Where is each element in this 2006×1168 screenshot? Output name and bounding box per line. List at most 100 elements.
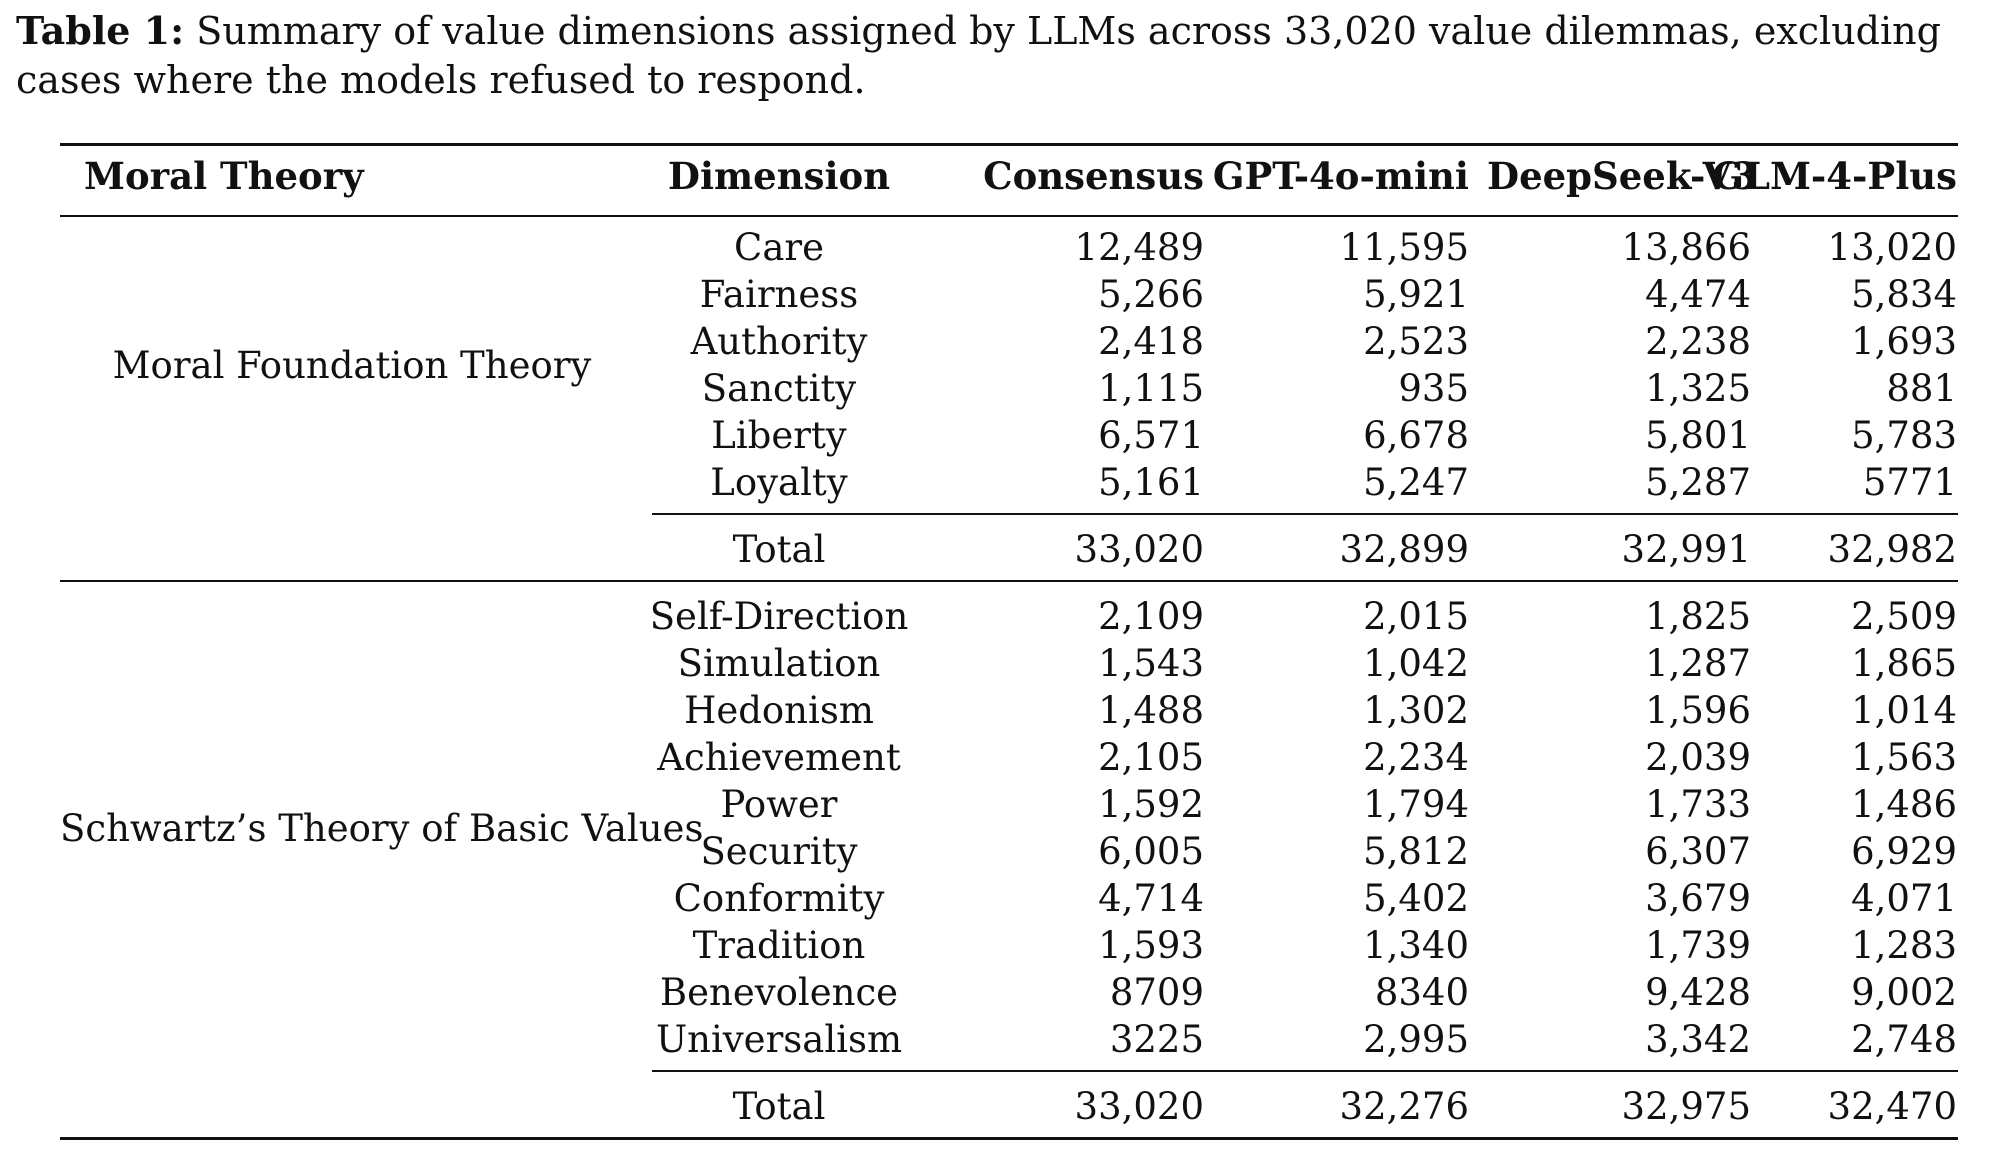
dimension-cell: Conformity — [673, 877, 885, 920]
caption-label: Table 1: — [16, 8, 185, 53]
value-cell: 3225 — [1109, 1018, 1204, 1061]
value-cell: 13,020 — [1827, 226, 1957, 269]
value-cell: 2,748 — [1851, 1018, 1957, 1061]
header-glm-4-plus: GLM-4-Plus — [1712, 154, 1957, 198]
total-label: Total — [732, 1085, 826, 1128]
table-top-rule — [60, 143, 1958, 146]
value-cell: 1,287 — [1645, 642, 1751, 685]
value-cell: 5,801 — [1645, 414, 1751, 457]
value-cell: 1,486 — [1851, 783, 1957, 826]
value-cell: 8340 — [1374, 971, 1469, 1014]
value-cell: 1,488 — [1098, 689, 1204, 732]
value-cell: 12,489 — [1074, 226, 1204, 269]
value-cell: 1,014 — [1851, 689, 1957, 732]
value-cell: 1,042 — [1363, 642, 1469, 685]
group-rule — [60, 580, 1958, 582]
dimension-cell: Fairness — [699, 273, 859, 316]
value-cell: 4,714 — [1098, 877, 1204, 920]
value-cell: 2,238 — [1645, 320, 1751, 363]
header-rule — [60, 215, 1958, 217]
subtotal-rule — [652, 1070, 1958, 1072]
value-cell: 5,161 — [1098, 461, 1204, 504]
total-label: Total — [732, 528, 826, 571]
total-value: 32,276 — [1339, 1085, 1469, 1128]
header-moral-theory: Moral Theory — [84, 154, 364, 198]
theory-label: Moral Foundation Theory — [112, 344, 592, 387]
value-cell: 8709 — [1109, 971, 1204, 1014]
value-cell: 5,921 — [1363, 273, 1469, 316]
value-cell: 2,509 — [1851, 595, 1957, 638]
value-cell: 1,693 — [1851, 320, 1957, 363]
value-cell: 1,794 — [1363, 783, 1469, 826]
dimension-cell: Liberty — [711, 414, 847, 457]
value-cell: 1,825 — [1645, 595, 1751, 638]
value-cell: 11,595 — [1339, 226, 1469, 269]
total-value: 32,991 — [1621, 528, 1751, 571]
dimension-cell: Achievement — [657, 736, 901, 779]
value-cell: 4,071 — [1851, 877, 1957, 920]
dimension-cell: Tradition — [692, 924, 866, 967]
dimension-cell: Authority — [690, 320, 868, 363]
value-cell: 5,834 — [1851, 273, 1957, 316]
value-cell: 6,929 — [1851, 830, 1957, 873]
theory-label: Schwartz’s Theory of Basic Values — [60, 807, 704, 850]
value-cell: 1,563 — [1851, 736, 1957, 779]
dimension-cell: Hedonism — [684, 689, 874, 732]
value-cell: 935 — [1398, 367, 1469, 410]
value-cell: 6,005 — [1098, 830, 1204, 873]
total-value: 32,975 — [1621, 1085, 1751, 1128]
value-cell: 9,428 — [1645, 971, 1751, 1014]
dimension-cell: Care — [734, 226, 824, 269]
value-cell: 5,402 — [1363, 877, 1469, 920]
dimension-cell: Power — [720, 783, 838, 826]
header-dimension: Dimension — [667, 154, 891, 198]
dimension-cell: Sanctity — [701, 367, 857, 410]
header-consensus: Consensus — [983, 154, 1204, 198]
total-value: 32,982 — [1827, 528, 1957, 571]
value-cell: 9,002 — [1851, 971, 1957, 1014]
value-cell: 3,342 — [1645, 1018, 1751, 1061]
value-cell: 1,596 — [1645, 689, 1751, 732]
value-cell: 2,039 — [1645, 736, 1751, 779]
dimension-cell: Benevolence — [659, 971, 899, 1014]
value-cell: 1,543 — [1098, 642, 1204, 685]
value-cell: 1,325 — [1645, 367, 1751, 410]
value-cell: 5771 — [1862, 461, 1957, 504]
value-cell: 3,679 — [1645, 877, 1751, 920]
value-cell: 5,783 — [1851, 414, 1957, 457]
value-cell: 2,105 — [1098, 736, 1204, 779]
total-value: 32,899 — [1339, 528, 1469, 571]
value-cell: 5,287 — [1645, 461, 1751, 504]
value-cell: 881 — [1886, 367, 1957, 410]
dimension-cell: Loyalty — [710, 461, 848, 504]
dimension-cell: Simulation — [677, 642, 881, 685]
value-cell: 5,266 — [1098, 273, 1204, 316]
value-cell: 1,592 — [1098, 783, 1204, 826]
table-bottom-rule — [60, 1137, 1958, 1140]
value-cell: 1,115 — [1098, 367, 1204, 410]
value-cell: 1,340 — [1363, 924, 1469, 967]
table-caption: Table 1: Summary of value dimensions ass… — [16, 6, 1996, 105]
caption-text: Summary of value dimensions assigned by … — [16, 9, 1941, 102]
value-cell: 5,812 — [1363, 830, 1469, 873]
total-value: 32,470 — [1827, 1085, 1957, 1128]
value-cell: 4,474 — [1645, 273, 1751, 316]
value-cell: 6,571 — [1098, 414, 1204, 457]
dimension-cell: Self-Direction — [649, 595, 909, 638]
value-cell: 2,995 — [1363, 1018, 1469, 1061]
value-cell: 13,866 — [1621, 226, 1751, 269]
total-value: 33,020 — [1074, 1085, 1204, 1128]
value-cell: 2,109 — [1098, 595, 1204, 638]
header-gpt-4o-mini: GPT-4o-mini — [1212, 154, 1469, 198]
value-cell: 6,307 — [1645, 830, 1751, 873]
value-cell: 2,015 — [1363, 595, 1469, 638]
subtotal-rule — [652, 513, 1958, 515]
value-cell: 5,247 — [1363, 461, 1469, 504]
value-cell: 6,678 — [1363, 414, 1469, 457]
value-cell: 1,739 — [1645, 924, 1751, 967]
header-deepseek-v3: DeepSeek-V3 — [1487, 154, 1758, 198]
value-cell: 1,302 — [1363, 689, 1469, 732]
value-cell: 2,418 — [1098, 320, 1204, 363]
value-cell: 1,283 — [1851, 924, 1957, 967]
dimension-cell: Security — [700, 830, 858, 873]
